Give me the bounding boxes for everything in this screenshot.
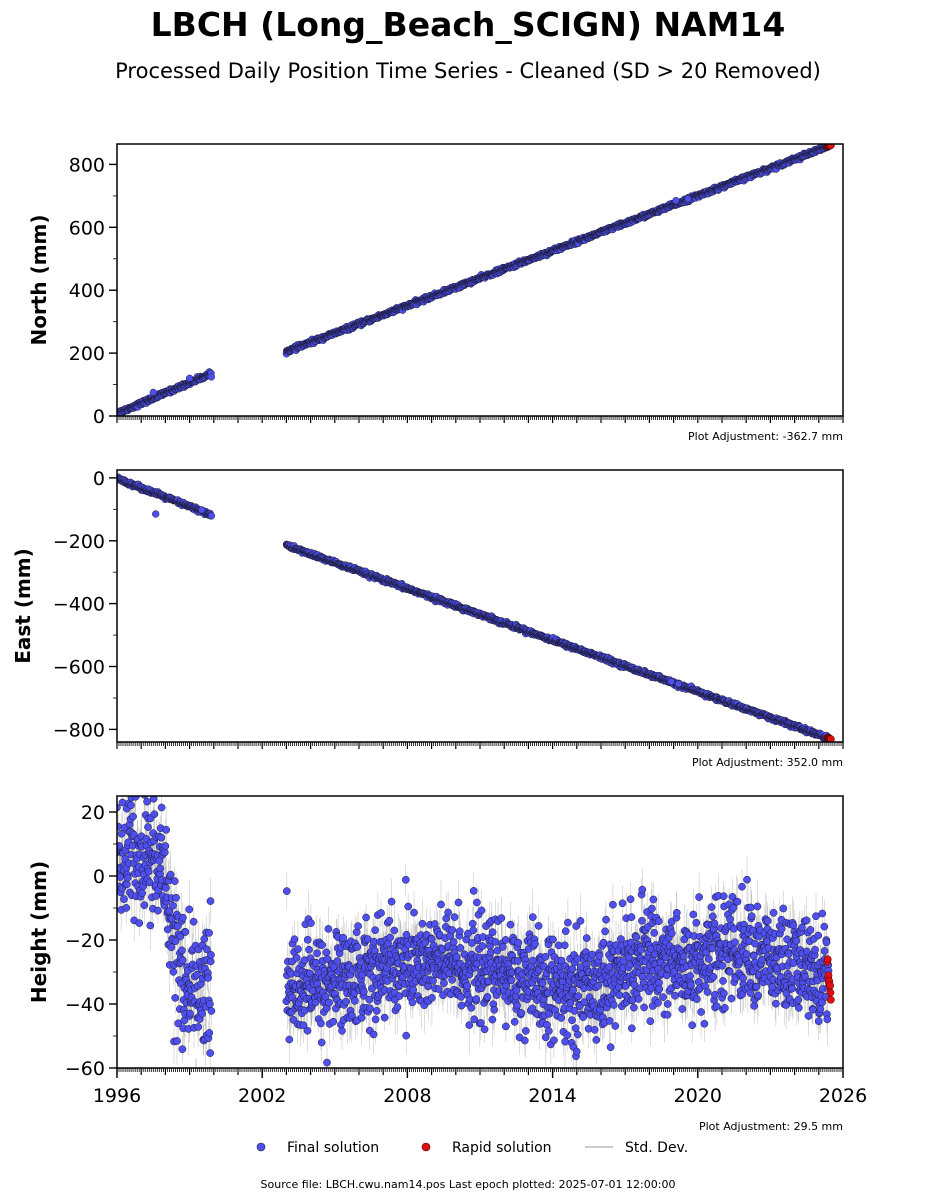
x-ticks-east <box>116 742 844 749</box>
y-tick-label: −600 <box>53 657 105 679</box>
y-tick-label: 400 <box>69 280 105 302</box>
rapid-point <box>827 144 835 150</box>
x-ticks-north <box>116 416 844 423</box>
y-ticks-north <box>109 163 117 417</box>
panel-east: −800 −600 −400 −200 0 East (mm) Plot Adjustmen… <box>11 468 844 769</box>
final-point <box>152 510 160 518</box>
y-tick-label: 0 <box>93 406 105 428</box>
y-tick-label: 800 <box>69 154 105 176</box>
rapid-solution-points <box>823 144 835 151</box>
final-solution-points <box>117 473 833 742</box>
chart-title: LBCH (Long_Beach_SCIGN) NAM14 <box>151 5 786 44</box>
panels: 0 200 400 600 800 North (mm) Plot Adjustment: … <box>11 143 867 1133</box>
plot-area-height <box>117 796 835 1068</box>
y-tick-label: −800 <box>53 719 105 741</box>
rapid-point <box>827 735 835 742</box>
y-tick-label: 600 <box>69 217 105 239</box>
final-point <box>207 373 215 381</box>
y-tick-label: −400 <box>53 594 105 616</box>
plot-area-north <box>117 144 835 416</box>
y-tick-label: 0 <box>93 468 105 490</box>
plot-adjustment-north: Plot Adjustment: -362.7 mm <box>688 430 843 443</box>
final-point <box>667 677 675 686</box>
final-solution-points <box>117 144 833 416</box>
plot-area-east <box>117 473 835 742</box>
y-ticks-east <box>109 477 117 731</box>
y-axis-label-north: North (mm) <box>27 214 51 345</box>
final-point <box>185 374 194 382</box>
y-tick-label: 200 <box>69 343 105 365</box>
y-tick-label: −200 <box>53 531 105 553</box>
final-point <box>672 196 680 205</box>
final-point <box>684 195 692 203</box>
final-point <box>149 388 157 397</box>
panel-north: 0 200 400 600 800 North (mm) Plot Adjustment: … <box>27 143 844 443</box>
final-point <box>207 512 216 520</box>
panel-height: 1996 2002 2008 2014 2020 2026−60−40−20020Heig… <box>27 795 867 1133</box>
plot-adjustment-east: Plot Adjustment: 352.0 mm <box>692 756 843 769</box>
final-point <box>198 506 206 514</box>
y-axis-label-east: East (mm) <box>11 548 35 664</box>
chart-subtitle: Processed Daily Position Time Series - C… <box>115 59 821 83</box>
final-point <box>674 680 683 688</box>
